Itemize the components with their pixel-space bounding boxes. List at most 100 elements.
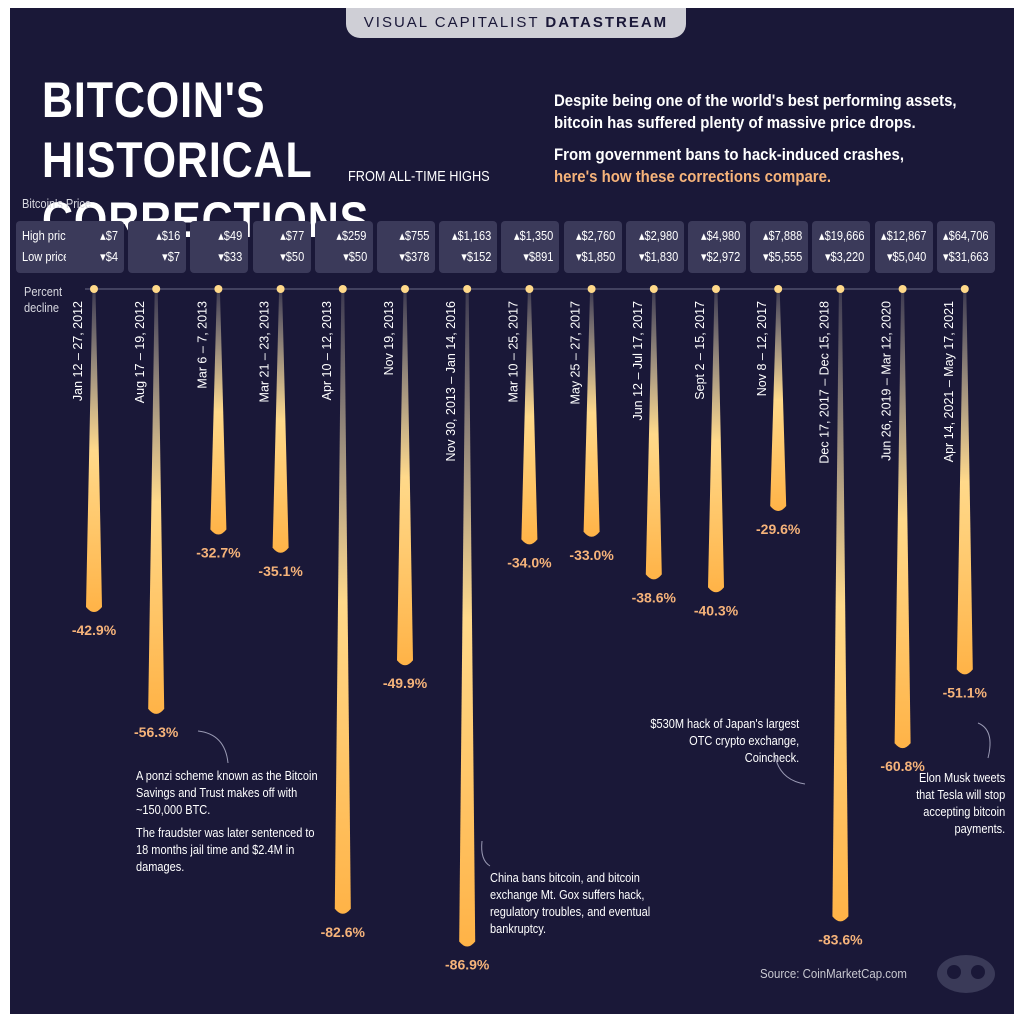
bar-top-dot	[276, 285, 285, 293]
date-range-label: Jun 12 – Jul 17, 2017	[631, 301, 645, 421]
decline-bar	[645, 289, 662, 580]
price-box: ▴$12,867 ▾$5,040	[874, 221, 933, 273]
high-price-value: ▴$12,867	[881, 228, 927, 243]
percent-decline-label: -33.0%	[569, 547, 614, 563]
price-box: ▴$64,706 ▾$31,663	[936, 221, 995, 273]
price-box: ▴$77 ▾$50	[252, 221, 311, 273]
intro-text: Despite being one of the world's best pe…	[554, 90, 968, 198]
decline-bar	[708, 289, 724, 593]
high-price-value: ▴$7	[100, 228, 118, 243]
percent-decline-label: -60.8%	[880, 758, 925, 774]
high-price-value: ▴$1,350	[514, 228, 554, 243]
high-price-value: ▴$7,888	[762, 228, 803, 243]
bar-top-dot	[214, 285, 223, 293]
ponzi-text-2: The fraudster was later sentenced to 18 …	[136, 826, 315, 874]
date-range-label: May 25 – 27, 2017	[569, 301, 583, 405]
bar-group: May 25 – 27, 2017 -33.0%	[569, 285, 614, 563]
percent-decline-label: -40.3%	[694, 602, 739, 618]
price-box: ▴$16 ▾$7	[128, 221, 187, 273]
low-price-value: ▾$5,040	[887, 249, 927, 264]
bar-group: Nov 8 – 12, 2017 -29.6%	[755, 285, 801, 537]
low-price-value: ▾$378	[398, 249, 429, 264]
china-annotation: China bans bitcoin, and bitcoin exchange…	[490, 871, 651, 936]
low-price-value: ▾$4	[100, 249, 118, 264]
price-box: ▴$2,760 ▾$1,850	[563, 221, 622, 273]
bar-group: Jun 26, 2019 – Mar 12, 2020 -60.8%	[880, 285, 925, 774]
date-range-label: Sept 2 – 15, 2017	[693, 301, 707, 400]
china-callout-arrow	[481, 840, 491, 867]
intro-2b: here's how these corrections compare.	[554, 167, 832, 186]
bar-group: Apr 14, 2021 – May 17, 2021 -51.1%	[942, 285, 988, 700]
bar-top-dot	[90, 285, 98, 293]
low-price-value: ▾$3,220	[825, 249, 865, 264]
price-box: ▴$259 ▾$50	[314, 221, 373, 273]
percent-decline-label: -35.1%	[258, 563, 303, 579]
bar-group: Apr 10 – 12, 2013 -82.6%	[320, 285, 366, 940]
decline-bar	[894, 289, 911, 749]
bar-group: Jun 12 – Jul 17, 2017 -38.6%	[631, 285, 677, 605]
date-range-label: Dec 17, 2017 – Dec 15, 2018	[817, 301, 831, 464]
intro-paragraph-1: Despite being one of the world's best pe…	[554, 91, 957, 132]
decline-bar	[956, 289, 973, 675]
date-range-label: Mar 10 – 25, 2017	[506, 301, 520, 403]
low-price-value: ▾$5,555	[762, 249, 803, 264]
brand-tag-bold: DATASTREAM	[545, 14, 669, 31]
date-range-label: Mar 21 – 23, 2013	[258, 301, 272, 403]
page-subtitle: FROM ALL-TIME HIGHS	[348, 168, 490, 185]
high-price-value: ▴$19,666	[818, 228, 865, 243]
percent-decline-label: -29.6%	[756, 521, 801, 537]
percent-decline-label: -86.9%	[445, 956, 490, 972]
bar-top-dot	[836, 285, 845, 293]
low-price-value: ▾$50	[342, 249, 367, 264]
bar-top-dot	[712, 285, 720, 293]
high-price-value: ▴$16	[156, 228, 181, 243]
visual-capitalist-logo-icon	[937, 955, 995, 993]
percent-decline-label: -42.9%	[72, 622, 117, 638]
bar-group: Jan 12 – 27, 2012 -42.9%	[71, 285, 117, 638]
brand-tag-light: VISUAL CAPITALIST	[363, 14, 546, 31]
decline-chart: Jan 12 – 27, 2012 -42.9% Aug 17 – 19, 2012…	[71, 285, 991, 972]
coincheck-annotation: $530M hack of Japan's largest OTC crypto…	[650, 717, 800, 765]
intro-2a: From government bans to hack-induced cra…	[554, 145, 904, 164]
decline-bar	[334, 289, 351, 914]
percent-decline-label: -32.7%	[196, 545, 241, 561]
low-price-value: ▾$31,663	[943, 249, 989, 264]
decline-bar	[148, 289, 165, 714]
low-price-value: ▾$7	[162, 249, 181, 264]
bar-group: Mar 10 – 25, 2017 -34.0%	[506, 285, 552, 570]
price-box: ▴$19,666 ▾$3,220	[812, 221, 871, 273]
decline-bar	[459, 289, 476, 947]
bar-top-dot	[774, 285, 783, 293]
source-note: Source: CoinMarketCap.com	[760, 966, 907, 981]
high-price-value: ▴$49	[218, 228, 243, 243]
coincheck-callout-arrow	[774, 755, 806, 785]
ponzi-text-1: A ponzi scheme known as the Bitcoin Savi…	[136, 769, 318, 817]
high-price-value: ▴$77	[280, 228, 305, 243]
date-range-label: Mar 6 – 7, 2013	[195, 301, 209, 389]
title-line-1: BITCOIN'S HISTORICAL	[42, 72, 313, 188]
bar-top-dot	[649, 285, 658, 293]
decline-bar	[832, 289, 849, 922]
bar-group: Dec 17, 2017 – Dec 15, 2018 -83.6%	[817, 285, 863, 947]
high-price-label: High price	[22, 228, 72, 243]
bar-group: Mar 21 – 23, 2013 -35.1%	[258, 285, 303, 579]
bar-top-dot	[960, 285, 969, 293]
date-range-label: Nov 8 – 12, 2017	[755, 301, 769, 396]
bar-group: Mar 6 – 7, 2013 -32.7%	[195, 285, 241, 561]
high-price-value: ▴$755	[398, 228, 429, 243]
low-price-value: ▾$1,830	[638, 249, 678, 264]
decline-bar	[583, 289, 600, 537]
bar-group: Aug 17 – 19, 2012 -56.3%	[133, 285, 179, 740]
price-box: ▴$7 ▾$4	[66, 221, 124, 273]
bar-top-dot	[401, 285, 409, 293]
decline-bar	[770, 289, 787, 511]
intro-paragraph-2: From government bans to hack-induced cra…	[554, 144, 968, 188]
high-price-value: ▴$2,980	[638, 228, 678, 243]
infographic: VISUAL CAPITALIST DATASTREAM BITCOIN'S H…	[10, 8, 1014, 1014]
price-box: ▴$4,980 ▾$2,972	[688, 221, 746, 273]
percent-decline-label: -82.6%	[321, 924, 366, 940]
date-range-label: Jun 26, 2019 – Mar 12, 2020	[880, 301, 894, 461]
ponzi-callout-arrow	[197, 730, 229, 764]
low-price-value: ▾$2,972	[700, 249, 740, 264]
bar-top-dot	[338, 285, 347, 293]
